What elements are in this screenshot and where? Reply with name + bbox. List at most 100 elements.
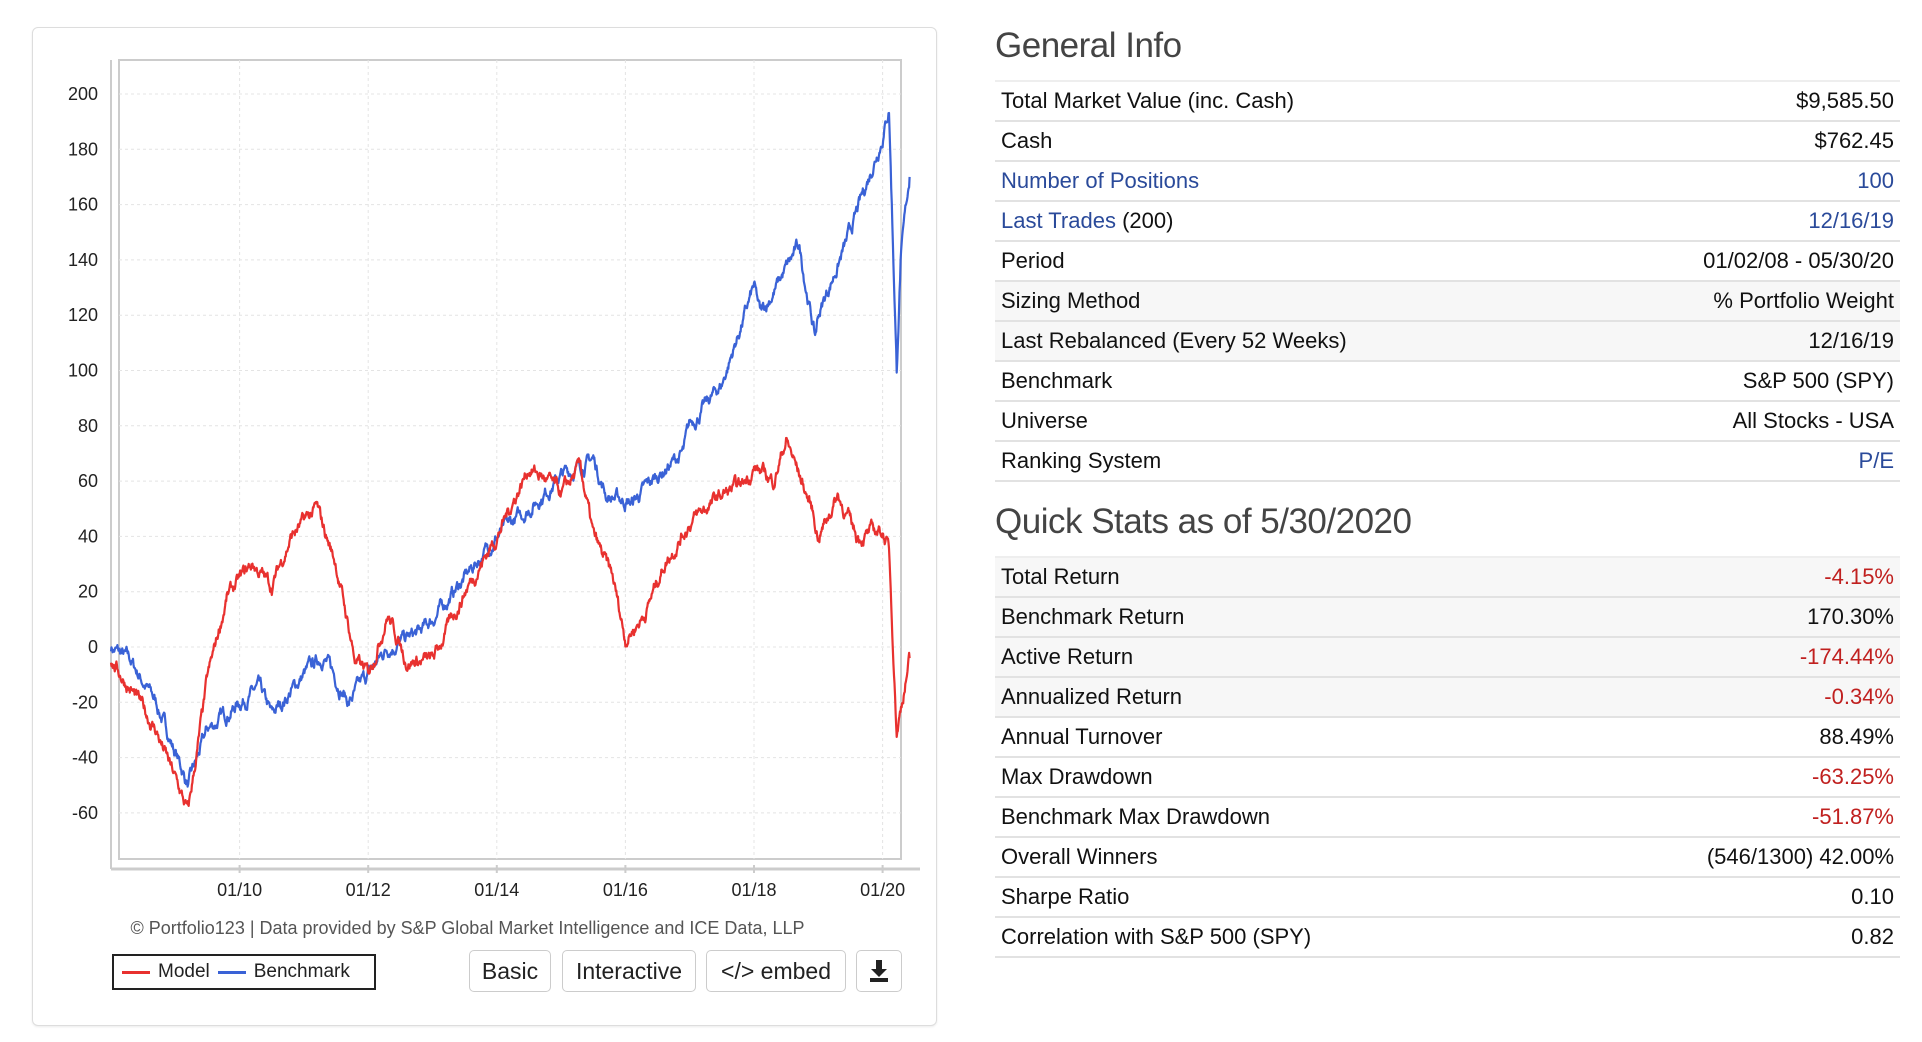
legend-benchmark: Benchmark bbox=[253, 961, 350, 982]
basic-button[interactable]: Basic bbox=[469, 950, 551, 992]
quick-stats-title: Quick Stats as of 5/30/2020 bbox=[995, 502, 1412, 541]
row-value: 0.10 bbox=[1554, 877, 1900, 918]
table-row: Cash $762.45 bbox=[995, 121, 1900, 162]
row-label: Sharpe Ratio bbox=[995, 877, 1555, 918]
row-label-text: Universe bbox=[1001, 408, 1088, 433]
table-row: Ranking System P/E bbox=[995, 441, 1900, 482]
row-label-text: Annualized Return bbox=[1001, 684, 1183, 709]
row-value: 01/02/08 - 05/30/20 bbox=[1572, 241, 1900, 282]
table-row: Universe All Stocks - USA bbox=[995, 401, 1900, 442]
chart-panel bbox=[32, 27, 937, 1026]
row-label-text: Annual Turnover bbox=[1001, 724, 1163, 749]
quick-stats-table: Total Return -4.15% Benchmark Return 170.30… bbox=[995, 556, 1900, 958]
row-label-text: Overall Winners bbox=[1001, 844, 1158, 869]
legend-model: Model bbox=[158, 961, 210, 982]
row-label-text: Active Return bbox=[1001, 644, 1134, 669]
row-label-text: Cash bbox=[1001, 128, 1053, 153]
row-label-text: Sizing Method bbox=[1001, 288, 1141, 313]
table-row: Active Return -174.44% bbox=[995, 637, 1900, 678]
row-label-text: Period bbox=[1001, 248, 1065, 273]
row-value[interactable]: 12/16/19 bbox=[1572, 201, 1900, 242]
interactive-button[interactable]: Interactive bbox=[562, 950, 696, 992]
y-tick-label: 60 bbox=[78, 471, 98, 491]
row-label: Overall Winners bbox=[995, 837, 1555, 878]
y-tick-label: 100 bbox=[68, 361, 98, 381]
row-value: 88.49% bbox=[1554, 717, 1900, 758]
table-row: Benchmark Return 170.30% bbox=[995, 597, 1900, 638]
y-tick-label: 180 bbox=[68, 139, 98, 159]
row-label: Cash bbox=[995, 121, 1573, 162]
x-tick-label: 01/12 bbox=[346, 880, 391, 900]
chart-legend: Model Benchmark bbox=[112, 954, 376, 990]
row-label-text: Benchmark Max Drawdown bbox=[1001, 804, 1270, 829]
row-value: All Stocks - USA bbox=[1572, 401, 1900, 442]
table-row: Last Trades (200) 12/16/19 bbox=[995, 201, 1900, 242]
y-tick-label: -60 bbox=[72, 803, 98, 823]
y-tick-label: 20 bbox=[78, 582, 98, 602]
row-label: Last Trades (200) bbox=[995, 201, 1573, 242]
row-value: 170.30% bbox=[1554, 597, 1900, 638]
row-label: Universe bbox=[995, 401, 1573, 442]
row-value: -63.25% bbox=[1554, 757, 1900, 798]
y-tick-label: -20 bbox=[72, 692, 98, 712]
row-label: Period bbox=[995, 241, 1573, 282]
row-label: Total Return bbox=[995, 557, 1555, 598]
row-label-text: Correlation with S&P 500 (SPY) bbox=[1001, 924, 1312, 949]
row-label-text: Total Market Value (inc. Cash) bbox=[1001, 88, 1295, 113]
table-row: Period 01/02/08 - 05/30/20 bbox=[995, 241, 1900, 282]
general-info-table: Total Market Value (inc. Cash) $9,585.50 C… bbox=[995, 80, 1900, 482]
table-row: Correlation with S&P 500 (SPY) 0.82 bbox=[995, 917, 1900, 958]
row-value[interactable]: P/E bbox=[1572, 441, 1900, 482]
performance-chart: 200180160140120100806040200-20-40-6001/1… bbox=[68, 59, 920, 900]
table-row: Benchmark S&P 500 (SPY) bbox=[995, 361, 1900, 402]
row-value: $9,585.50 bbox=[1572, 81, 1900, 122]
x-tick-label: 01/16 bbox=[603, 880, 648, 900]
download-icon bbox=[870, 960, 888, 982]
row-label-text: Benchmark Return bbox=[1001, 604, 1185, 629]
download-button[interactable] bbox=[856, 950, 902, 992]
general-info-title: General Info bbox=[995, 26, 1182, 65]
row-value: S&P 500 (SPY) bbox=[1572, 361, 1900, 402]
y-tick-label: 200 bbox=[68, 84, 98, 104]
row-label: Ranking System bbox=[995, 441, 1573, 482]
row-value: 12/16/19 bbox=[1572, 321, 1900, 362]
table-row: Benchmark Max Drawdown -51.87% bbox=[995, 797, 1900, 838]
embed-button[interactable]: </> embed bbox=[706, 950, 846, 992]
table-row: Sizing Method % Portfolio Weight bbox=[995, 281, 1900, 322]
y-tick-label: 140 bbox=[68, 250, 98, 270]
row-value: -4.15% bbox=[1554, 557, 1900, 598]
benchmark-legend-swatch bbox=[217, 970, 246, 974]
table-row: Total Return -4.15% bbox=[995, 557, 1900, 598]
info-column: General Info Total Market Value (inc. Ca… bbox=[995, 20, 1900, 972]
table-row: Last Rebalanced (Every 52 Weeks) 12/16/19 bbox=[995, 321, 1900, 362]
x-tick-label: 01/14 bbox=[474, 880, 519, 900]
table-row: Annual Turnover 88.49% bbox=[995, 717, 1900, 758]
row-label: Number of Positions bbox=[995, 161, 1573, 202]
chart-credit: © Portfolio123 | Data provided by S&P Gl… bbox=[130, 918, 805, 938]
y-tick-label: 80 bbox=[78, 416, 98, 436]
row-label: Correlation with S&P 500 (SPY) bbox=[995, 917, 1555, 958]
model-legend-swatch bbox=[122, 970, 150, 974]
y-tick-label: 120 bbox=[68, 305, 98, 325]
x-tick-label: 01/20 bbox=[860, 880, 905, 900]
row-label-text[interactable]: Number of Positions bbox=[1001, 168, 1200, 193]
row-value: -174.44% bbox=[1554, 637, 1900, 678]
row-value: -0.34% bbox=[1554, 677, 1900, 718]
row-value: 0.82 bbox=[1554, 917, 1900, 958]
row-value: (546/1300) 42.00% bbox=[1554, 837, 1900, 878]
row-label-text[interactable]: Last Trades bbox=[1001, 208, 1116, 233]
row-label-suffix: (200) bbox=[1122, 208, 1174, 233]
row-label-text: Sharpe Ratio bbox=[1001, 884, 1130, 909]
row-label: Total Market Value (inc. Cash) bbox=[995, 81, 1573, 122]
row-label: Active Return bbox=[995, 637, 1555, 678]
row-value: -51.87% bbox=[1554, 797, 1900, 838]
row-label: Last Rebalanced (Every 52 Weeks) bbox=[995, 321, 1573, 362]
row-value[interactable]: 100 bbox=[1572, 161, 1900, 202]
row-label: Sizing Method bbox=[995, 281, 1573, 322]
row-label: Max Drawdown bbox=[995, 757, 1555, 798]
row-label-text: Last Rebalanced (Every 52 Weeks) bbox=[1001, 328, 1347, 353]
row-label-text: Total Return bbox=[1001, 564, 1120, 589]
y-tick-label: 160 bbox=[68, 195, 98, 215]
row-label: Benchmark bbox=[995, 361, 1573, 402]
x-tick-label: 01/10 bbox=[217, 880, 262, 900]
